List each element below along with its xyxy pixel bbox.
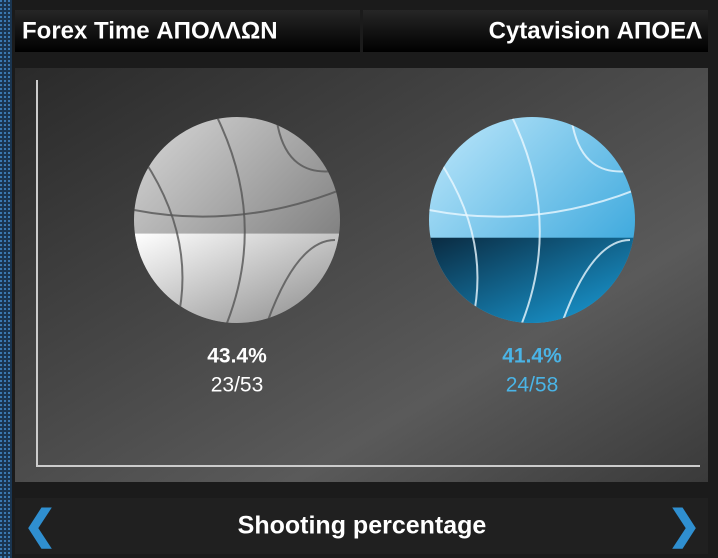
next-arrow[interactable]: ❯	[667, 504, 701, 550]
team-name: Cytavision ΑΠΟΕΛ	[489, 17, 702, 44]
stat-title: Shooting percentage	[238, 512, 487, 540]
percent-label: 41.4%	[502, 345, 562, 368]
widget: Forex Time ΑΠΟΛΛΩΝ Cytavision ΑΠΟΕΛ ❮ ❯ …	[0, 0, 718, 558]
ball	[134, 117, 340, 323]
team-name: Forex Time ΑΠΟΛΛΩΝ	[22, 17, 278, 44]
side-strip	[0, 0, 12, 558]
made-attempts-label: 23/53	[211, 374, 264, 397]
made-attempts-label: 24/58	[506, 374, 559, 397]
page: Forex Time ΑΠΟΛΛΩΝ Cytavision ΑΠΟΕΛ ❮ ❯ …	[0, 0, 718, 558]
percent-label: 43.4%	[207, 345, 267, 368]
ball	[429, 117, 635, 323]
prev-arrow[interactable]: ❮	[23, 504, 57, 550]
